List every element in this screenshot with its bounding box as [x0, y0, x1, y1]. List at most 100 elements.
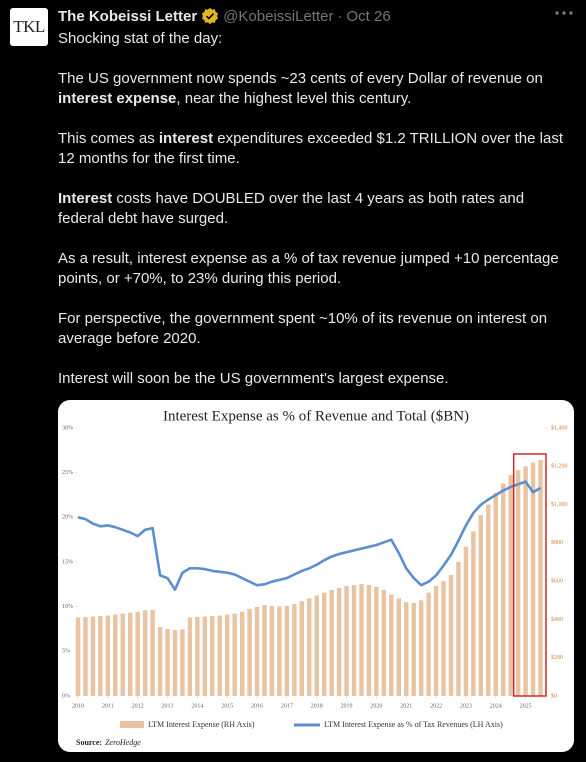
text: costs have DOUBLED over the last 4 years…	[58, 190, 525, 227]
post-date[interactable]: Oct 26	[346, 7, 391, 25]
bar	[105, 615, 111, 696]
verified-badge	[202, 7, 219, 25]
bar	[157, 627, 163, 696]
bar	[195, 616, 200, 696]
y2-tick-label: $800	[551, 539, 563, 546]
legend-label: LTM Interest Expense (RH Axis)	[148, 720, 255, 729]
y-tick-label: 15%	[62, 559, 73, 565]
text: , near the highest level this century.	[176, 90, 412, 107]
bar	[336, 587, 342, 696]
text: The US government now spends ~23 cents o…	[58, 70, 543, 87]
paragraph: Interest will soon be the US government'…	[58, 369, 574, 389]
bar	[187, 617, 193, 696]
x-tick-label: 2011	[102, 703, 114, 709]
x-tick-label: 2018	[311, 703, 323, 709]
bar	[463, 546, 469, 696]
bar	[262, 605, 267, 696]
y-tick-label: 25%	[62, 470, 73, 476]
y-tick-label: 5%	[62, 649, 70, 655]
y2-tick-label: $0	[551, 692, 557, 699]
bar	[418, 600, 424, 696]
x-tick-label: 2019	[341, 703, 353, 709]
paragraph: As a result, interest expense as a % of …	[58, 249, 574, 289]
x-tick-label: 2012	[132, 703, 144, 709]
paragraph: Interest costs have DOUBLED over the las…	[58, 189, 574, 229]
y2-tick-label: $400	[551, 616, 563, 623]
chart-image[interactable]: Interest Expense as % of Revenue and Tot…	[58, 400, 574, 752]
bar	[530, 462, 536, 696]
y-tick-label: 0%	[62, 693, 70, 699]
paragraph: The US government now spends ~23 cents o…	[58, 69, 574, 109]
bar	[135, 611, 140, 696]
chart: Interest Expense as % of Revenue and Tot…	[62, 408, 568, 747]
bar	[239, 611, 245, 696]
x-tick-label: 2013	[162, 703, 174, 709]
bar	[277, 606, 282, 696]
y-tick-label: 10%	[62, 604, 73, 610]
legend-label: LTM Interest Expense as % of Tax Revenue…	[324, 720, 503, 729]
x-tick-label: 2017	[281, 703, 293, 709]
bar	[426, 592, 431, 696]
bold-text: interest	[158, 130, 214, 147]
tweet-header: The Kobeissi Letter @KobeissiLetter · Oc…	[58, 6, 391, 26]
bar	[351, 584, 357, 696]
text: This comes as	[58, 130, 159, 147]
y-tick-label: 20%	[62, 515, 73, 521]
bar	[500, 483, 506, 696]
bar	[127, 612, 133, 696]
bold-text: Interest	[58, 190, 113, 207]
x-tick-label: 2022	[430, 703, 442, 709]
bar	[299, 601, 305, 696]
bar	[344, 585, 349, 696]
y2-tick-label: $1,200	[551, 463, 568, 470]
bar	[523, 466, 528, 696]
bold-text: interest expense	[58, 90, 177, 107]
x-tick-label: 2021	[400, 703, 412, 709]
y2-tick-label: $1,000	[551, 501, 568, 508]
text: Shocking stat of the day:	[58, 30, 223, 47]
x-tick-label: 2010	[72, 703, 84, 709]
bar	[292, 604, 297, 696]
x-tick-label: 2014	[191, 703, 203, 709]
bar	[98, 615, 103, 696]
bar	[433, 585, 439, 696]
y-tick-label: 30%	[62, 425, 73, 431]
text: expenditures exceeded $1.2 TRILLION over…	[58, 130, 563, 167]
bar	[314, 595, 319, 696]
bar	[180, 629, 185, 696]
bar	[515, 470, 521, 696]
more-menu[interactable]	[554, 8, 574, 18]
bar	[232, 613, 237, 696]
y2-tick-label: $200	[551, 654, 563, 661]
highlight-box	[512, 453, 547, 697]
bar	[284, 606, 290, 696]
bar	[404, 602, 409, 696]
x-tick-label: 2015	[221, 703, 233, 709]
text: As a result, interest expense as a % of …	[58, 250, 559, 287]
bar	[508, 474, 513, 696]
x-tick-label: 2025	[520, 703, 532, 709]
bar	[165, 629, 170, 696]
bar	[389, 594, 394, 696]
source-name: ZeroHedge	[105, 738, 141, 747]
x-tick-label: 2016	[251, 703, 263, 709]
separator: ·	[337, 7, 343, 25]
bar	[359, 584, 364, 696]
x-tick-label: 2023	[460, 703, 472, 709]
author-name[interactable]: The Kobeissi Letter	[58, 7, 198, 25]
author-handle[interactable]: @KobeissiLetter	[223, 7, 334, 25]
bar	[150, 609, 155, 696]
bar	[411, 602, 416, 696]
text: Interest will soon be the US government'…	[58, 370, 449, 387]
bar	[486, 504, 491, 696]
bar	[493, 493, 498, 696]
bar	[307, 598, 312, 696]
bar	[142, 610, 148, 696]
source-label: Source:	[76, 738, 102, 747]
bar	[448, 575, 454, 696]
bar	[75, 617, 81, 696]
bar	[478, 515, 484, 696]
paragraph: This comes as interest expenditures exce…	[58, 129, 574, 169]
avatar[interactable]: TKL	[10, 8, 48, 46]
